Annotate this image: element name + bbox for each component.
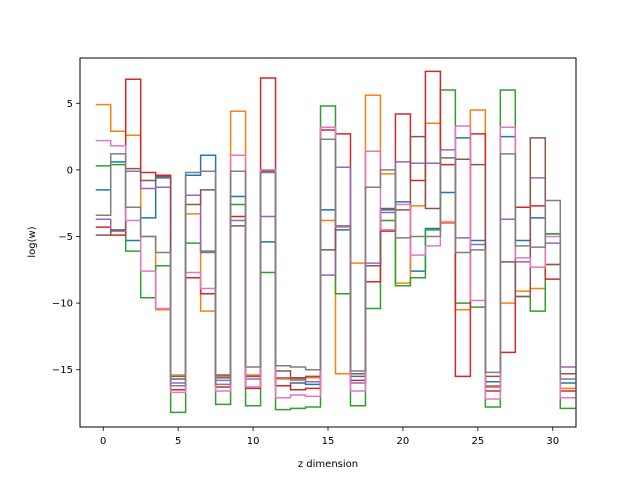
x-tick-label: 15 — [322, 436, 335, 447]
x-tick-label: 25 — [471, 436, 484, 447]
plot-area — [80, 58, 576, 427]
series-line-6 — [95, 135, 576, 380]
y-tick-label: −10 — [52, 299, 73, 310]
y-tick-label: 0 — [67, 165, 73, 176]
series-line-2 — [95, 94, 576, 390]
y-axis-ticks: −15 −10 −5 0 5 — [52, 99, 80, 376]
x-tick-label: 5 — [175, 436, 181, 447]
y-axis-label: log(w) — [27, 226, 38, 257]
x-axis-ticks: 0 5 10 15 20 25 30 — [100, 427, 559, 447]
x-axis-label: z dimension — [298, 459, 358, 470]
x-tick-label: 30 — [546, 436, 559, 447]
x-tick-label: 0 — [100, 436, 106, 447]
series-layer — [95, 70, 576, 414]
series-line-8 — [95, 138, 576, 387]
y-tick-label: −5 — [58, 232, 73, 243]
series-line-5 — [95, 149, 576, 388]
y-tick-label: 5 — [67, 99, 73, 110]
x-tick-label: 10 — [247, 436, 260, 447]
y-tick-label: −15 — [52, 365, 73, 376]
x-tick-label: 20 — [397, 436, 410, 447]
